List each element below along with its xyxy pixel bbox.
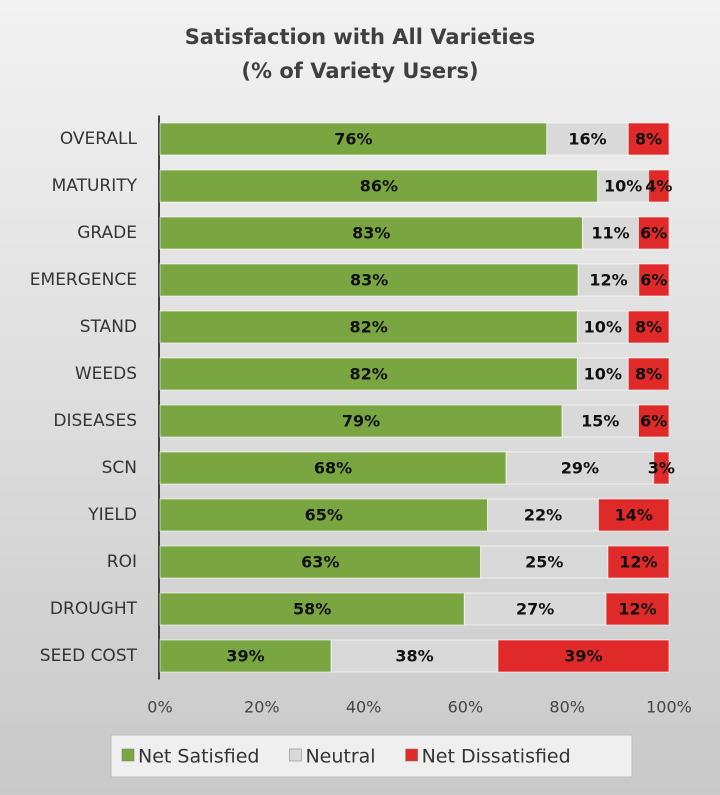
legend-swatch [289,748,302,762]
value-label: 83% [350,271,388,290]
value-label: 39% [226,647,264,666]
bar-segment [561,404,639,438]
legend-label: Net Satisfied [138,746,259,768]
bar-segment [627,310,670,344]
value-label: 12% [619,553,657,572]
value-label: 11% [591,224,629,243]
bar-segment [159,404,563,438]
y-tick-label: MATURITY [52,176,138,196]
x-tick-label: 100% [646,698,692,717]
bar-segment [487,498,599,532]
value-label: 25% [525,553,563,572]
value-label: 76% [334,130,372,149]
bar-segment [159,451,507,485]
bar-segment [648,169,670,203]
value-label: 6% [640,224,667,243]
y-tick-label: SCN [102,458,137,478]
bar-segment [159,639,332,673]
x-tick-label: 0% [147,698,172,717]
value-label: 79% [342,412,380,431]
value-label: 22% [524,506,562,525]
value-label: 3% [648,459,675,478]
y-tick-label: DISEASES [53,411,137,431]
bar-segment [159,263,579,297]
bar-segment [637,404,670,438]
bar-segment [330,639,499,673]
value-label: 82% [350,365,388,384]
bar-segment [605,592,670,626]
value-label: 10% [604,177,642,196]
value-label: 27% [516,600,554,619]
value-label: 8% [635,318,662,337]
bar-segment [638,263,670,297]
y-tick-label: STAND [80,317,137,337]
value-label: 38% [395,647,433,666]
legend-label: Net Dissatisfied [422,746,571,768]
bar-segment [597,498,670,532]
legend-swatch [405,748,418,762]
value-label: 58% [293,600,331,619]
value-label: 10% [584,365,622,384]
value-label: 86% [360,177,398,196]
y-tick-label: EMERGENCE [30,270,137,290]
y-tick-label: OVERALL [60,129,138,149]
x-tick-label: 40% [346,698,382,717]
value-label: 14% [615,506,653,525]
value-label: 82% [350,318,388,337]
bar-segment [159,592,465,626]
value-label: 16% [568,130,606,149]
bar-segment [159,310,578,344]
y-tick-label: GRADE [77,223,137,243]
value-label: 6% [640,412,667,431]
x-tick-label: 80% [549,698,585,717]
y-tick-label: ROI [107,552,137,572]
bar-segment [653,451,670,485]
value-label: 39% [564,647,602,666]
bar-segment [546,122,629,156]
bar-segment [480,545,609,579]
y-tick-label: DROUGHT [50,599,138,619]
bar-segment [577,263,640,297]
legend [110,734,633,778]
bar-segment [576,310,629,344]
value-label: 8% [635,130,662,149]
value-label: 63% [301,553,339,572]
chart-subtitle: (% of Variety Users) [241,59,478,83]
value-label: 6% [640,271,667,290]
bar-segment [497,639,670,673]
y-tick-label: WEEDS [75,364,137,384]
value-label: 29% [561,459,599,478]
value-label: 65% [305,506,343,525]
bar-segment [159,498,489,532]
value-label: 12% [618,600,656,619]
y-tick-label: SEED COST [40,646,138,666]
value-label: 10% [584,318,622,337]
y-tick-label: YIELD [87,505,137,525]
x-tick-label: 20% [244,698,280,717]
value-label: 12% [589,271,627,290]
value-label: 4% [645,177,672,196]
value-label: 15% [581,412,619,431]
legend-swatch [121,748,135,762]
value-label: 83% [352,224,390,243]
legend-label: Neutral [305,746,375,768]
value-label: 8% [635,365,662,384]
bar-segment [607,545,670,579]
value-label: 68% [314,459,352,478]
bar-segment [627,357,670,391]
bar-segment [627,122,670,156]
chart-title: Satisfaction with All Varieties [185,25,536,49]
x-tick-label: 60% [448,698,484,717]
bar-segment [159,122,548,156]
bar-segment [637,216,670,250]
